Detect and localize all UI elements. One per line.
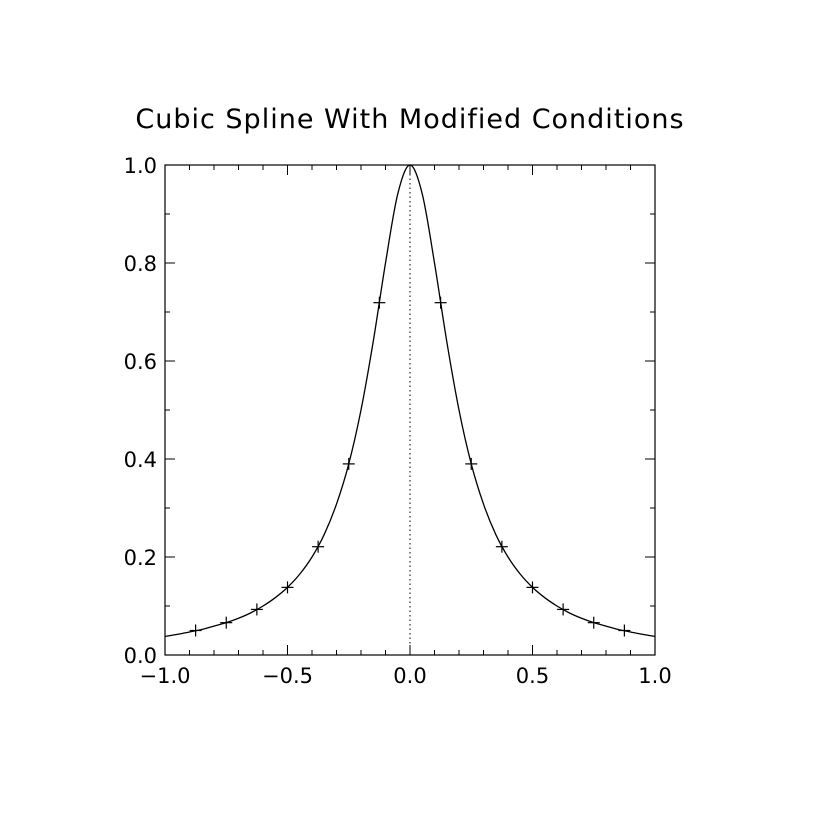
plus-marker <box>587 616 600 629</box>
data-point-markers <box>189 296 631 637</box>
y-tick-label: 0.8 <box>124 252 157 276</box>
plus-marker <box>557 603 570 616</box>
x-tick-label: 0.5 <box>516 664 549 688</box>
plus-marker <box>281 581 294 594</box>
y-tick-label: 0.4 <box>124 448 157 472</box>
plus-marker <box>189 624 202 637</box>
x-tick-label: 1.0 <box>638 664 671 688</box>
plus-marker <box>434 296 447 309</box>
chart-title: Cubic Spline With Modified Conditions <box>135 104 684 135</box>
spline-curve <box>164 164 656 638</box>
x-tick-label: 0.0 <box>393 664 426 688</box>
y-tick-label: 0.2 <box>124 546 157 570</box>
spline-line <box>164 164 656 638</box>
plus-marker <box>250 603 263 616</box>
x-tick-label: −1.0 <box>140 664 191 688</box>
y-tick-label: 0.0 <box>124 644 157 668</box>
y-tick-label: 0.6 <box>124 350 157 374</box>
plus-marker <box>526 581 539 594</box>
y-tick-label: 1.0 <box>124 154 157 178</box>
plus-marker <box>373 296 386 309</box>
plus-marker <box>495 540 508 553</box>
x-axis-tick-labels: −1.0 −0.5 0.0 0.5 1.0 <box>140 664 672 688</box>
x-tick-label: −0.5 <box>262 664 313 688</box>
plus-marker <box>342 457 355 470</box>
plus-marker <box>618 624 631 637</box>
plus-marker <box>465 457 478 470</box>
axis-ticks <box>164 164 656 656</box>
plus-marker <box>220 616 233 629</box>
y-axis-tick-labels: 0.0 0.2 0.4 0.6 0.8 1.0 <box>124 154 157 668</box>
plus-marker <box>312 540 325 553</box>
